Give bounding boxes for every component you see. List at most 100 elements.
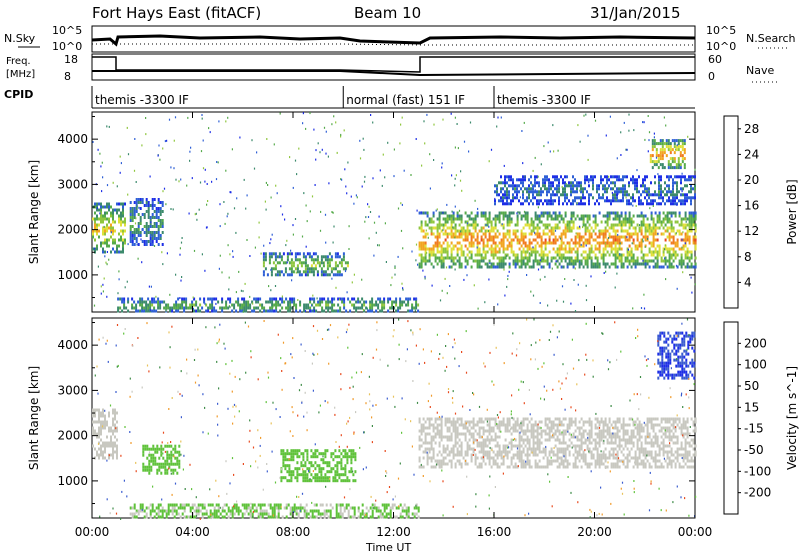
noise-point	[340, 178, 342, 181]
echo-cell	[556, 253, 559, 257]
echo-cell	[157, 503, 160, 507]
noise-point	[362, 137, 364, 140]
noise-point	[373, 221, 376, 224]
echo-cell	[618, 223, 621, 227]
echo-cell	[664, 187, 666, 191]
echo-cell	[148, 453, 151, 457]
echo-cell	[142, 465, 145, 469]
echo-cell	[502, 199, 504, 203]
echo-cell	[580, 244, 583, 248]
echo-cell	[448, 435, 451, 439]
echo-cell	[674, 250, 677, 254]
echo-cell	[600, 175, 602, 179]
echo-cell	[347, 512, 350, 516]
echo-cell	[249, 506, 252, 510]
echo-cell	[494, 184, 496, 188]
echo-cell	[640, 256, 643, 260]
echo-cell	[442, 450, 445, 454]
noise-point	[425, 229, 427, 232]
noise-point	[394, 267, 396, 269]
echo-cell	[476, 244, 479, 248]
echo-cell	[612, 262, 615, 266]
echo-cell	[588, 253, 591, 257]
echo-cell	[596, 262, 599, 266]
echo-cell	[151, 240, 154, 243]
echo-cell	[494, 241, 497, 245]
echo-cell	[651, 139, 654, 143]
echo-cell	[383, 306, 386, 310]
echo-cell	[502, 250, 505, 254]
echo-cell	[334, 261, 337, 265]
echo-cell	[554, 217, 557, 221]
echo-cell	[438, 465, 441, 469]
noise-point	[574, 267, 576, 270]
noise-point	[149, 175, 151, 178]
noise-point	[655, 156, 658, 159]
echo-cell	[662, 259, 665, 263]
noise-point	[390, 284, 392, 287]
noise-point	[145, 117, 147, 119]
echo-cell	[385, 515, 388, 519]
echo-cell	[564, 184, 566, 188]
echo-cell	[628, 217, 631, 221]
noise-point	[636, 169, 638, 172]
echo-cell	[496, 250, 499, 254]
echo-cell	[680, 259, 683, 263]
echo-cell	[618, 217, 621, 221]
echo-cell	[310, 473, 313, 477]
echo-cell	[154, 459, 157, 463]
echo-cell	[694, 214, 697, 218]
echo-cell	[173, 515, 176, 519]
echo-cell	[351, 297, 354, 301]
noise-point	[664, 257, 666, 260]
echo-cell	[446, 241, 449, 245]
echo-cell	[96, 247, 98, 251]
echo-cell	[574, 235, 577, 239]
echo-cell	[160, 453, 163, 457]
echo-cell	[592, 181, 594, 185]
echo-cell	[458, 256, 461, 260]
echo-cell	[620, 256, 623, 260]
noise-point	[215, 178, 218, 181]
echo-cell	[415, 512, 418, 516]
noise-point	[657, 232, 659, 235]
echo-cell	[344, 473, 347, 477]
echo-cell	[145, 234, 148, 237]
echo-cell	[658, 253, 661, 257]
echo-cell	[387, 503, 390, 507]
echo-cell	[508, 232, 511, 236]
echo-cell	[430, 438, 433, 442]
echo-cell	[334, 464, 337, 468]
echo-cell	[308, 270, 311, 274]
echo-cell	[316, 473, 319, 477]
echo-region	[418, 417, 697, 469]
echo-cell	[562, 217, 565, 221]
echo-cell	[462, 226, 465, 230]
echo-cell	[288, 464, 291, 468]
noise-point	[372, 121, 374, 124]
noise-point	[294, 218, 297, 220]
echo-cell	[141, 297, 144, 301]
echo-cell	[566, 202, 568, 206]
echo-cell	[336, 464, 339, 468]
echo-cell	[532, 184, 534, 188]
echo-cell	[116, 244, 118, 248]
echo-cell	[544, 244, 547, 248]
y-tick-label: 1000	[57, 268, 88, 282]
echo-cell	[418, 447, 421, 451]
echo-cell	[512, 187, 514, 191]
echo-cell	[634, 184, 636, 188]
noise-point	[108, 220, 110, 223]
echo-cell	[452, 444, 455, 448]
echo-cell	[604, 214, 607, 218]
echo-cell	[646, 202, 648, 206]
echo-cell	[546, 253, 549, 257]
echo-cell	[249, 515, 252, 519]
echo-cell	[171, 306, 174, 310]
echo-cell	[389, 306, 392, 310]
echo-cell	[574, 178, 576, 182]
echo-cell	[117, 309, 120, 313]
echo-cell	[490, 244, 493, 248]
echo-cell	[514, 232, 517, 236]
echo-cell	[576, 250, 579, 254]
